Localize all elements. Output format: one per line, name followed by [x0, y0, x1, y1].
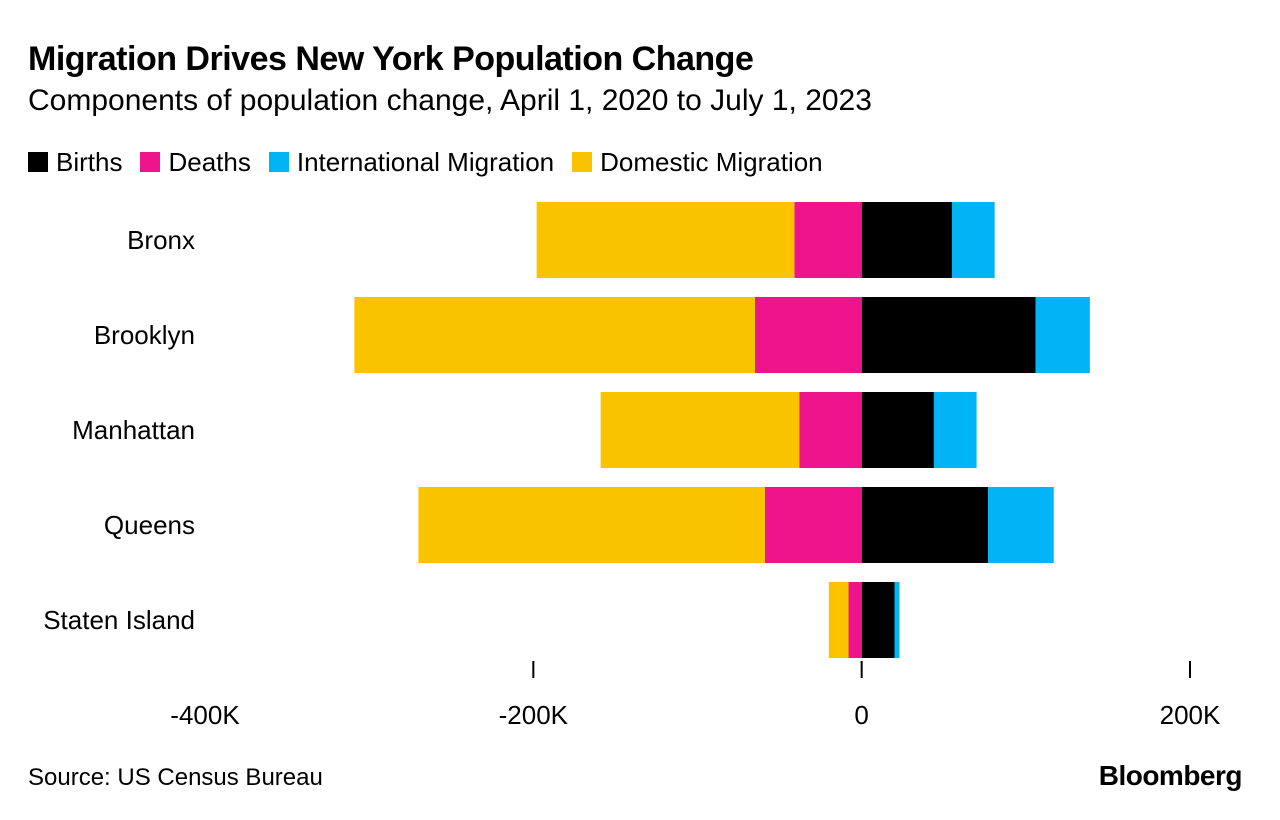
- bar-manhattan-births: [861, 392, 934, 468]
- x-tick-label-200k: 200K: [1160, 700, 1221, 730]
- chart-subtitle: Components of population change, April 1…: [28, 84, 872, 117]
- bar-manhattan-international-migration: [933, 392, 977, 468]
- bar-bronx-births: [861, 202, 952, 278]
- legend-swatch-births: [28, 152, 48, 172]
- bloomberg-logo: Bloomberg: [1098, 760, 1243, 791]
- bar-queens-deaths: [764, 487, 862, 563]
- x-tick-label-200k: -200K: [499, 700, 569, 730]
- legend-label-deaths: Deaths: [168, 146, 251, 177]
- legend: Births Deaths International Migration Do…: [28, 146, 841, 178]
- legend-label-international-migration: International Migration: [296, 146, 555, 177]
- x-tick-label-400k: -400K: [170, 700, 240, 730]
- bar-queens-domestic-migration: [418, 487, 765, 563]
- legend-item-deaths: Deaths: [140, 146, 251, 178]
- bar-staten-island-international-migration: [894, 582, 900, 658]
- category-label-brooklyn: Brooklyn: [94, 320, 195, 350]
- bar-brooklyn-domestic-migration: [354, 297, 755, 373]
- legend-item-domestic-migration: Domestic Migration: [572, 147, 823, 178]
- chart-title: Migration Drives New York Population Cha…: [28, 40, 754, 78]
- legend-swatch-deaths: [140, 152, 161, 172]
- category-label-staten-island: Staten Island: [43, 605, 195, 635]
- legend-swatch-international-migration: [268, 152, 289, 172]
- bar-bronx-domestic-migration: [536, 202, 795, 278]
- bar-manhattan-deaths: [799, 392, 862, 468]
- legend-label-births: Births: [56, 146, 123, 177]
- bar-brooklyn-international-migration: [1035, 297, 1090, 373]
- category-label-bronx: Bronx: [127, 225, 195, 255]
- source-note: Source: US Census Bureau: [28, 764, 323, 791]
- x-tick-label-0: 0: [854, 700, 868, 730]
- bar-manhattan-domestic-migration: [600, 392, 800, 468]
- bar-brooklyn-deaths: [754, 297, 862, 373]
- bar-queens-international-migration: [988, 487, 1054, 563]
- bar-staten-island-deaths: [848, 582, 862, 658]
- bar-staten-island-domestic-migration: [828, 582, 849, 658]
- category-label-queens: Queens: [104, 510, 195, 540]
- legend-swatch-domestic-migration: [572, 152, 593, 172]
- bar-staten-island-births: [861, 582, 895, 658]
- bar-bronx-deaths: [794, 202, 862, 278]
- bar-brooklyn-births: [861, 297, 1036, 373]
- legend-item-births: Births: [28, 147, 122, 178]
- bar-bronx-international-migration: [951, 202, 995, 278]
- bar-queens-births: [861, 487, 989, 563]
- category-label-manhattan: Manhattan: [72, 415, 195, 445]
- legend-label-domestic-migration: Domestic Migration: [600, 146, 823, 177]
- legend-item-international-migration: International Migration: [268, 146, 555, 178]
